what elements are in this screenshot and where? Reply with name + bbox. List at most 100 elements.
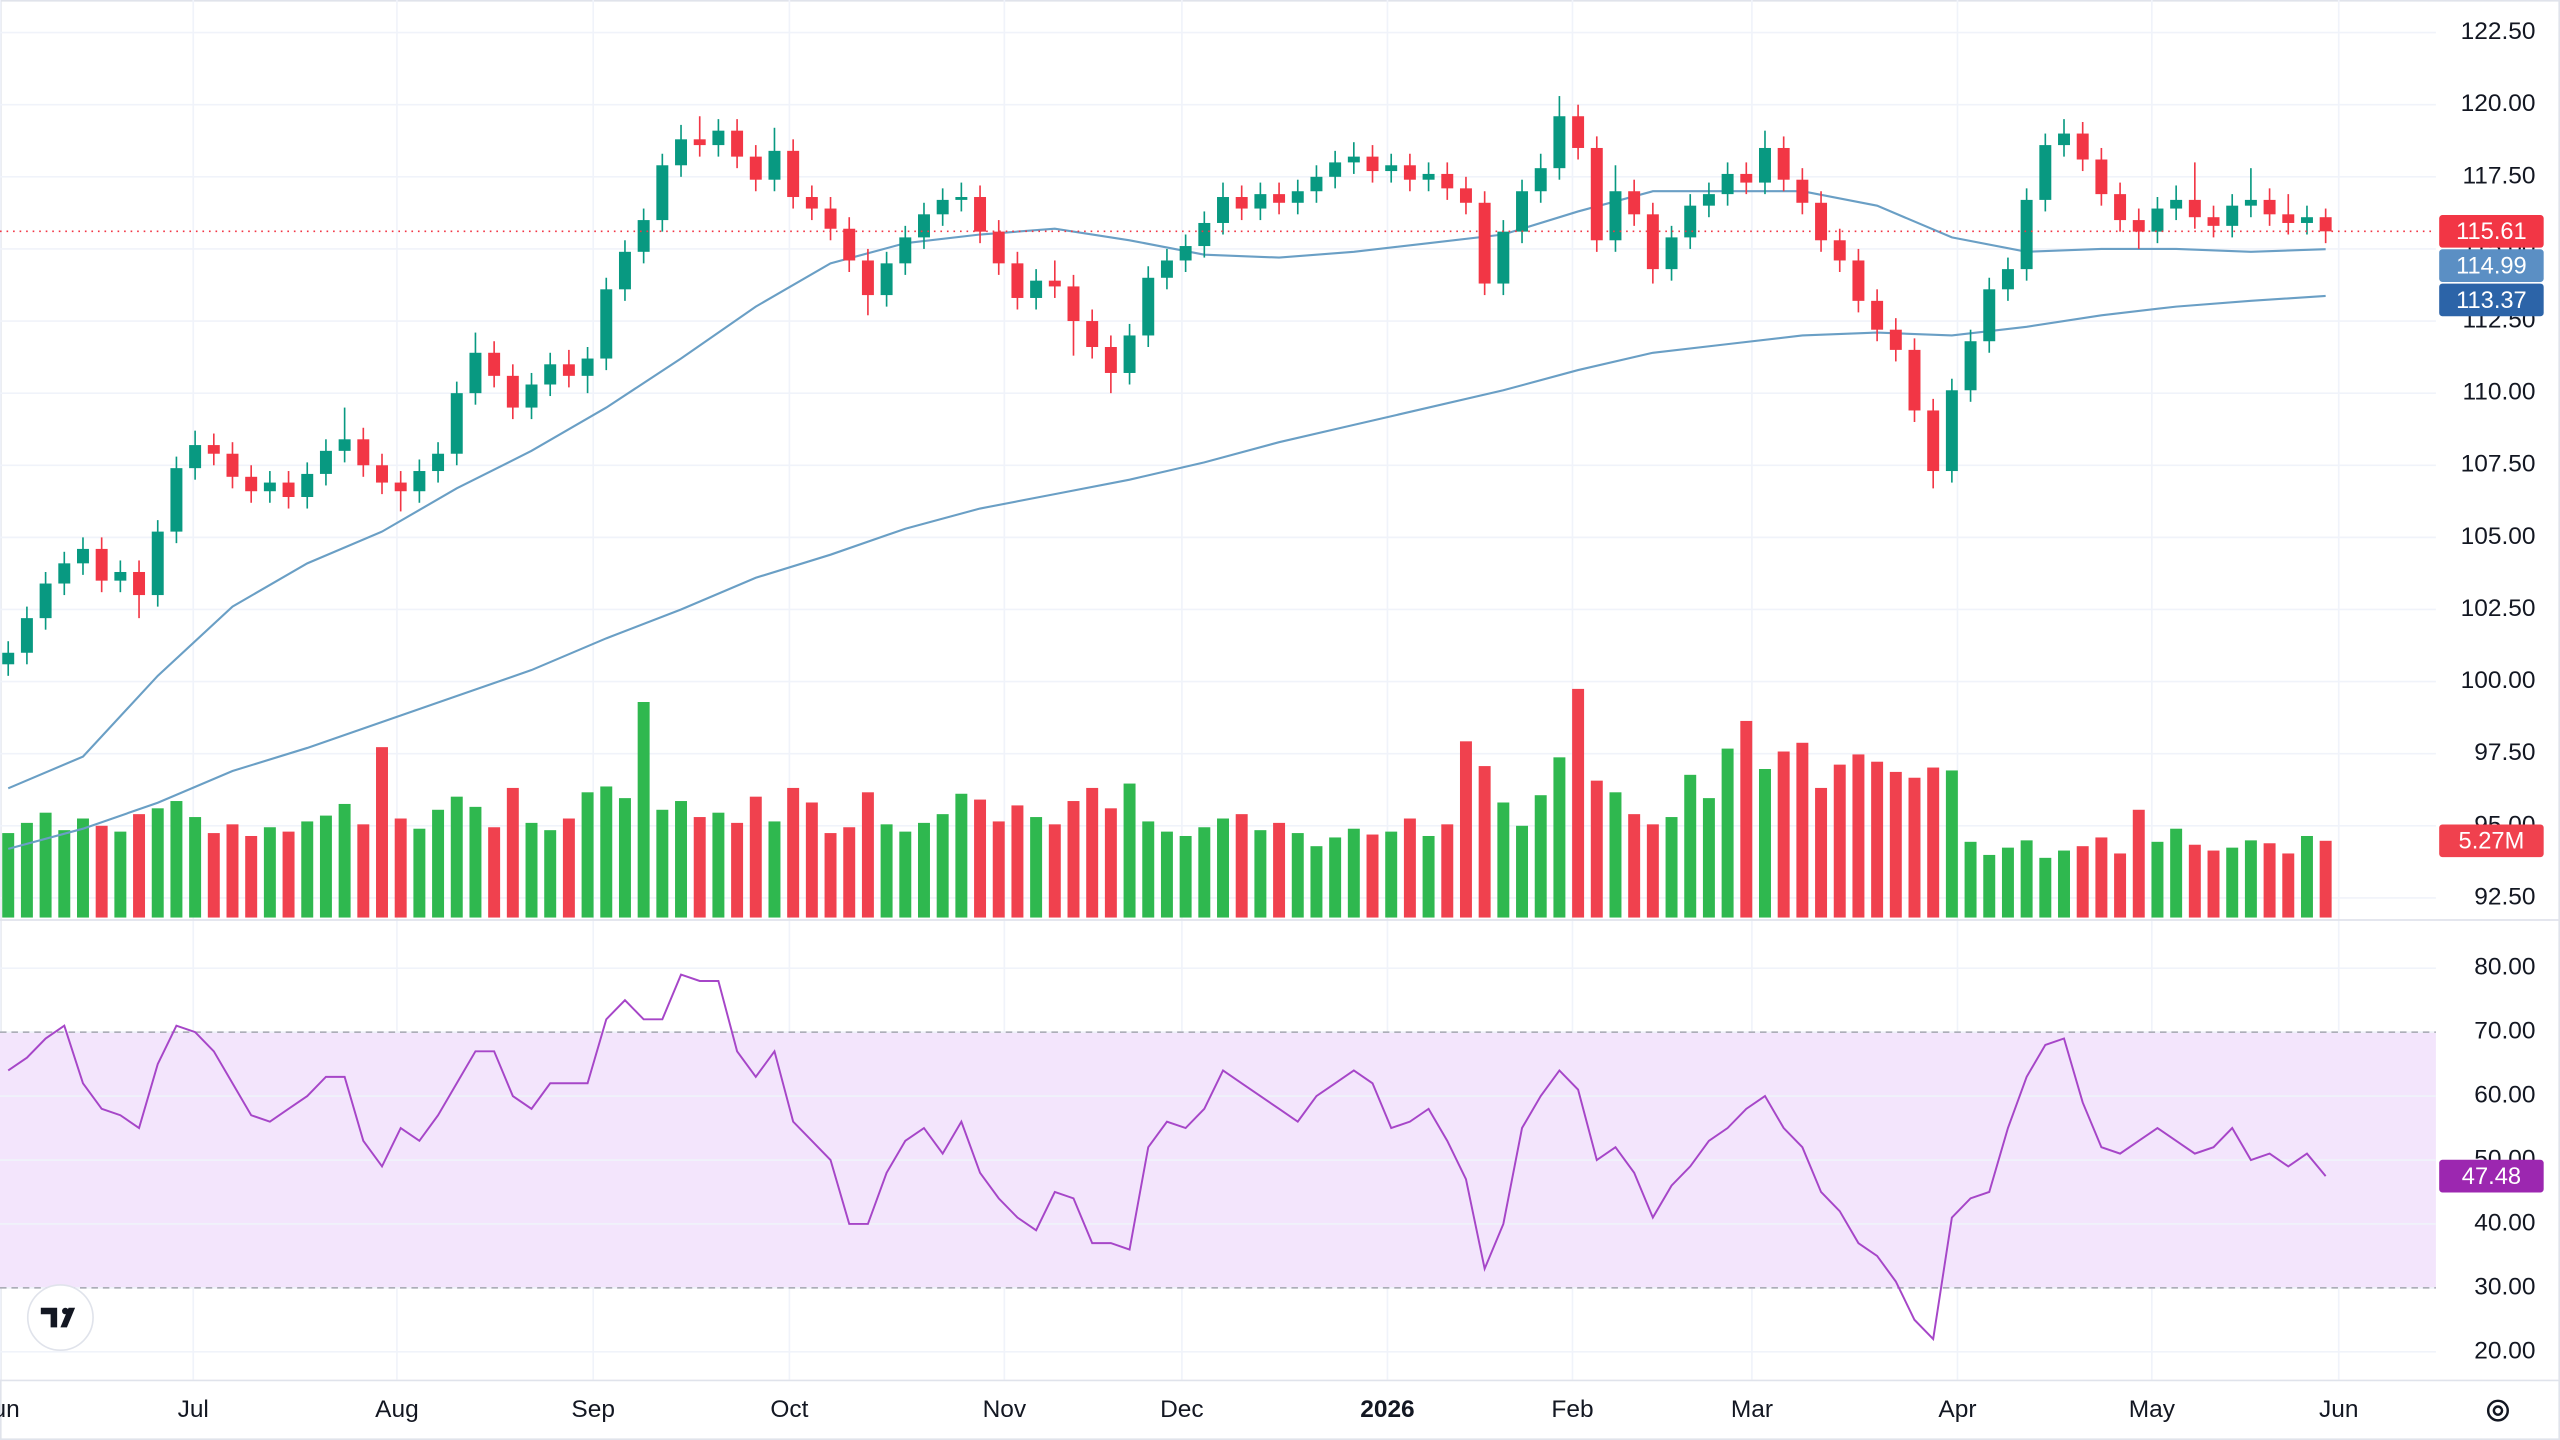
- candle-body: [1198, 222, 1211, 247]
- volume-bar: [2, 833, 15, 918]
- candle-body: [2058, 133, 2070, 146]
- volume-bar: [376, 747, 388, 918]
- candle-body: [1721, 173, 1734, 195]
- candle-body: [1385, 165, 1398, 172]
- candle-body: [1740, 173, 1753, 183]
- volume-bar: [1721, 748, 1734, 918]
- volume-bar: [1254, 830, 1267, 918]
- candle-body: [338, 439, 351, 451]
- candle-body: [319, 450, 332, 474]
- candle-body: [562, 364, 575, 376]
- volume-bar: [338, 803, 351, 918]
- candle-body: [39, 583, 52, 619]
- volume-bar: [2207, 850, 2220, 918]
- x-tick-label: May: [2129, 1396, 2176, 1423]
- volume-bar: [413, 828, 426, 918]
- logo[interactable]: [26, 1284, 94, 1352]
- candle-body: [1796, 179, 1809, 203]
- volume-bar: [2170, 828, 2183, 918]
- y-tick-label: 107.50: [2461, 451, 2536, 478]
- y-tick-label: 100.00: [2461, 667, 2536, 694]
- candle-body: [2095, 159, 2108, 195]
- volume-bar: [1273, 822, 1286, 918]
- candle-body: [693, 139, 706, 146]
- candle-body: [1964, 341, 1977, 391]
- ma-label: 114.99: [2456, 254, 2527, 280]
- volume-label: 5.27M: [2459, 829, 2525, 855]
- volume-bar: [1702, 798, 1715, 918]
- candle-body: [1665, 237, 1678, 270]
- y-tick-label: 80.00: [2474, 954, 2535, 981]
- candle-body: [768, 150, 781, 180]
- volume-bar: [1123, 783, 1136, 918]
- volume-bar: [562, 818, 575, 918]
- volume-bar: [1796, 742, 1809, 918]
- volume-bar: [95, 825, 108, 918]
- ma-label-box: [2439, 249, 2544, 282]
- volume-bar: [245, 835, 258, 918]
- settings-button[interactable]: [2486, 1399, 2509, 1422]
- candle-body: [1160, 260, 1173, 278]
- candle-body: [618, 251, 631, 290]
- volume-bar: [319, 815, 332, 918]
- candle-body: [20, 618, 33, 653]
- volume-bar: [1160, 831, 1173, 918]
- candle-body: [899, 237, 912, 264]
- candle-body: [1123, 335, 1136, 373]
- volume-bar: [1534, 795, 1547, 918]
- candle-body: [207, 445, 220, 454]
- rsi-line: [7, 973, 2327, 1342]
- volume-bar: [1366, 834, 1379, 918]
- moving-average: [7, 294, 2326, 850]
- candle-body: [1983, 289, 1996, 342]
- candle-body: [1852, 260, 1865, 301]
- volume-bar: [1067, 801, 1080, 918]
- candle-body: [2263, 199, 2276, 215]
- volume-bar: [1030, 817, 1043, 918]
- volume-bar: [1478, 766, 1491, 918]
- x-tick-label: Feb: [1551, 1396, 1593, 1423]
- candle-body: [955, 197, 968, 200]
- volume-bar: [394, 818, 407, 918]
- volume-bar: [469, 806, 482, 918]
- candle-body: [1572, 116, 1585, 148]
- volume-bar: [843, 827, 856, 918]
- candle-body: [918, 214, 930, 238]
- candle-body: [376, 465, 388, 483]
- candle-body: [133, 571, 146, 596]
- volume-bar: [1945, 770, 1958, 918]
- volume-bar: [749, 796, 762, 918]
- volume-bar: [1497, 802, 1510, 918]
- candle-body: [1030, 280, 1043, 298]
- volume-bar: [170, 801, 183, 918]
- candle-body: [1777, 147, 1790, 180]
- volume-bar: [1179, 835, 1192, 918]
- volume-bar: [1235, 814, 1248, 918]
- candle-body: [58, 563, 71, 584]
- volume-bar: [488, 827, 501, 918]
- volume-bar: [2039, 857, 2052, 918]
- volume-bar: [1347, 828, 1360, 918]
- volume-bar: [1871, 761, 1884, 918]
- x-tick-label: Aug: [375, 1396, 419, 1423]
- volume-bar: [2263, 843, 2276, 918]
- y-tick-label: 117.50: [2462, 162, 2535, 189]
- candle-body: [1459, 188, 1472, 203]
- y-tick-label: 30.00: [2474, 1273, 2535, 1300]
- volume-bar: [450, 796, 463, 918]
- volume-bar: [1815, 787, 1828, 918]
- volume-bar: [731, 822, 744, 918]
- volume-bar: [787, 787, 800, 918]
- logo-badge[interactable]: [26, 1284, 94, 1352]
- candle-body: [1553, 116, 1566, 169]
- volume-bar: [1628, 814, 1641, 918]
- volume-bar: [637, 701, 650, 918]
- volume-bar: [151, 808, 164, 918]
- volume-bar: [1422, 835, 1435, 918]
- x-tick-label: Sep: [571, 1396, 615, 1423]
- candle-body: [1179, 246, 1192, 261]
- volume-bar: [1646, 824, 1659, 918]
- candle-body: [488, 352, 501, 376]
- candle-body: [189, 445, 202, 469]
- volume-bar: [1553, 757, 1566, 918]
